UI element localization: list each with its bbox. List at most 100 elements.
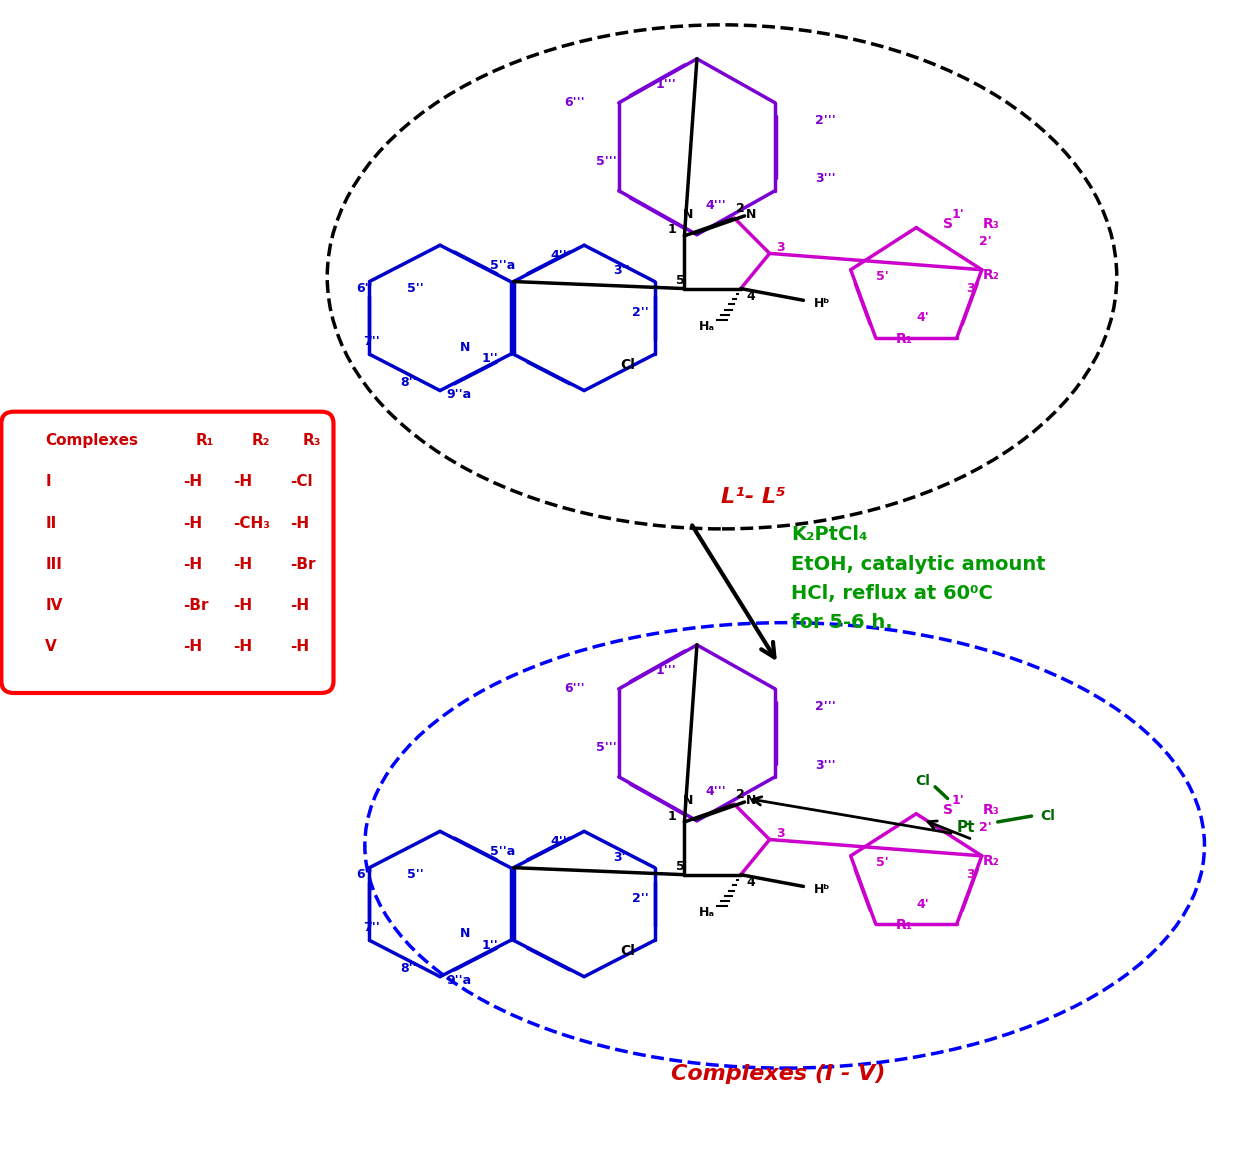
Text: 4''': 4''' bbox=[706, 199, 726, 212]
Text: 1': 1' bbox=[951, 208, 963, 221]
Text: 5''': 5''' bbox=[595, 155, 617, 168]
Text: Hᵇ: Hᵇ bbox=[814, 297, 830, 310]
Text: N: N bbox=[746, 208, 756, 221]
Text: N: N bbox=[460, 927, 470, 940]
Text: 6''': 6''' bbox=[565, 683, 585, 696]
Text: 5': 5' bbox=[875, 857, 889, 870]
Text: 3'': 3'' bbox=[613, 264, 631, 277]
Text: 5''a: 5''a bbox=[490, 845, 515, 858]
Text: 1: 1 bbox=[667, 223, 676, 236]
Text: 4': 4' bbox=[916, 311, 929, 324]
Text: 3'': 3'' bbox=[613, 851, 631, 864]
Text: 4: 4 bbox=[746, 877, 755, 889]
Text: 6'': 6'' bbox=[357, 282, 373, 295]
Text: N: N bbox=[683, 794, 693, 807]
Text: 5'': 5'' bbox=[407, 282, 423, 295]
Text: -H: -H bbox=[183, 638, 202, 653]
Text: -H: -H bbox=[183, 475, 202, 490]
Text: 2: 2 bbox=[736, 202, 745, 215]
Text: 7'': 7'' bbox=[363, 335, 379, 348]
Text: 9''a: 9''a bbox=[446, 974, 471, 987]
Text: -H: -H bbox=[183, 557, 202, 571]
Text: 4': 4' bbox=[916, 898, 929, 911]
Text: R₂: R₂ bbox=[983, 268, 1000, 282]
Text: III: III bbox=[45, 557, 62, 571]
Text: EtOH, catalytic amount: EtOH, catalytic amount bbox=[791, 555, 1045, 573]
Text: -H: -H bbox=[290, 516, 309, 531]
Text: Pt: Pt bbox=[957, 820, 976, 835]
Text: 8'': 8'' bbox=[401, 962, 417, 975]
Text: 1''': 1''' bbox=[656, 664, 676, 677]
Text: 5: 5 bbox=[676, 860, 685, 873]
FancyBboxPatch shape bbox=[1, 411, 334, 693]
Text: 3''': 3''' bbox=[815, 759, 835, 772]
Text: 3: 3 bbox=[776, 827, 785, 840]
Text: -Cl: -Cl bbox=[290, 475, 313, 490]
Text: -Br: -Br bbox=[183, 598, 208, 612]
Text: Hₐ: Hₐ bbox=[698, 906, 715, 919]
Text: 1': 1' bbox=[951, 794, 963, 807]
Text: S: S bbox=[942, 217, 952, 231]
Text: 1'': 1'' bbox=[482, 939, 499, 952]
Text: 2': 2' bbox=[978, 235, 991, 248]
Text: 5''': 5''' bbox=[595, 741, 617, 754]
Text: 2'': 2'' bbox=[632, 306, 649, 318]
Text: 3''': 3''' bbox=[815, 173, 835, 186]
Text: Hᵇ: Hᵇ bbox=[814, 884, 830, 897]
Text: 5''a: 5''a bbox=[490, 258, 515, 271]
Text: 6''': 6''' bbox=[565, 96, 585, 109]
Text: R₂: R₂ bbox=[252, 434, 270, 449]
Text: -Br: -Br bbox=[290, 557, 315, 571]
Text: N: N bbox=[460, 341, 470, 354]
Text: Complexes (I - V): Complexes (I - V) bbox=[671, 1065, 885, 1085]
Text: I: I bbox=[45, 475, 51, 490]
Text: Cl: Cl bbox=[1040, 810, 1055, 822]
Text: 9''a: 9''a bbox=[446, 388, 471, 401]
Text: V: V bbox=[45, 638, 57, 653]
Text: for 5-6 h.: for 5-6 h. bbox=[791, 613, 893, 632]
Text: S: S bbox=[942, 804, 952, 818]
Text: Hₐ: Hₐ bbox=[698, 320, 715, 333]
Text: -H: -H bbox=[183, 516, 202, 531]
Text: 7'': 7'' bbox=[363, 921, 379, 934]
Text: L¹- L⁵: L¹- L⁵ bbox=[721, 488, 786, 508]
Text: Complexes: Complexes bbox=[45, 434, 138, 449]
Text: -H: -H bbox=[234, 598, 252, 612]
Text: 4''': 4''' bbox=[706, 785, 726, 798]
Text: R₃: R₃ bbox=[983, 804, 1000, 818]
Text: 4'': 4'' bbox=[550, 835, 568, 848]
Text: -H: -H bbox=[234, 475, 252, 490]
Text: R₃: R₃ bbox=[983, 217, 1000, 231]
Text: 2'': 2'' bbox=[632, 892, 649, 905]
Text: -H: -H bbox=[290, 638, 309, 653]
Text: 3': 3' bbox=[966, 868, 978, 881]
Text: HCl, reflux at 60⁰C: HCl, reflux at 60⁰C bbox=[791, 584, 992, 603]
Text: N: N bbox=[683, 208, 693, 221]
Text: Cl: Cl bbox=[620, 357, 636, 371]
Text: 5: 5 bbox=[676, 274, 685, 287]
Text: -H: -H bbox=[234, 638, 252, 653]
Text: R₂: R₂ bbox=[983, 853, 1000, 867]
Text: Cl: Cl bbox=[916, 774, 929, 788]
Text: 6'': 6'' bbox=[357, 868, 373, 881]
Text: K₂PtCl₄: K₂PtCl₄ bbox=[791, 525, 868, 544]
Text: 2: 2 bbox=[736, 788, 745, 801]
Text: 4'': 4'' bbox=[550, 249, 568, 262]
Text: 2': 2' bbox=[978, 821, 991, 834]
Text: R₁: R₁ bbox=[896, 333, 912, 345]
Text: 5': 5' bbox=[875, 270, 889, 283]
Text: Cl: Cl bbox=[620, 944, 636, 958]
Text: 4: 4 bbox=[746, 290, 755, 303]
Text: R₃: R₃ bbox=[303, 434, 320, 449]
Text: -H: -H bbox=[290, 598, 309, 612]
Text: 1''': 1''' bbox=[656, 78, 676, 92]
Text: R₁: R₁ bbox=[196, 434, 214, 449]
Text: II: II bbox=[45, 516, 57, 531]
Text: 1'': 1'' bbox=[482, 352, 499, 365]
Text: 1: 1 bbox=[667, 810, 676, 822]
Text: N: N bbox=[746, 794, 756, 807]
Text: 2''': 2''' bbox=[815, 114, 835, 127]
Text: 8'': 8'' bbox=[401, 376, 417, 389]
Text: -H: -H bbox=[234, 557, 252, 571]
Text: 3': 3' bbox=[966, 282, 978, 295]
